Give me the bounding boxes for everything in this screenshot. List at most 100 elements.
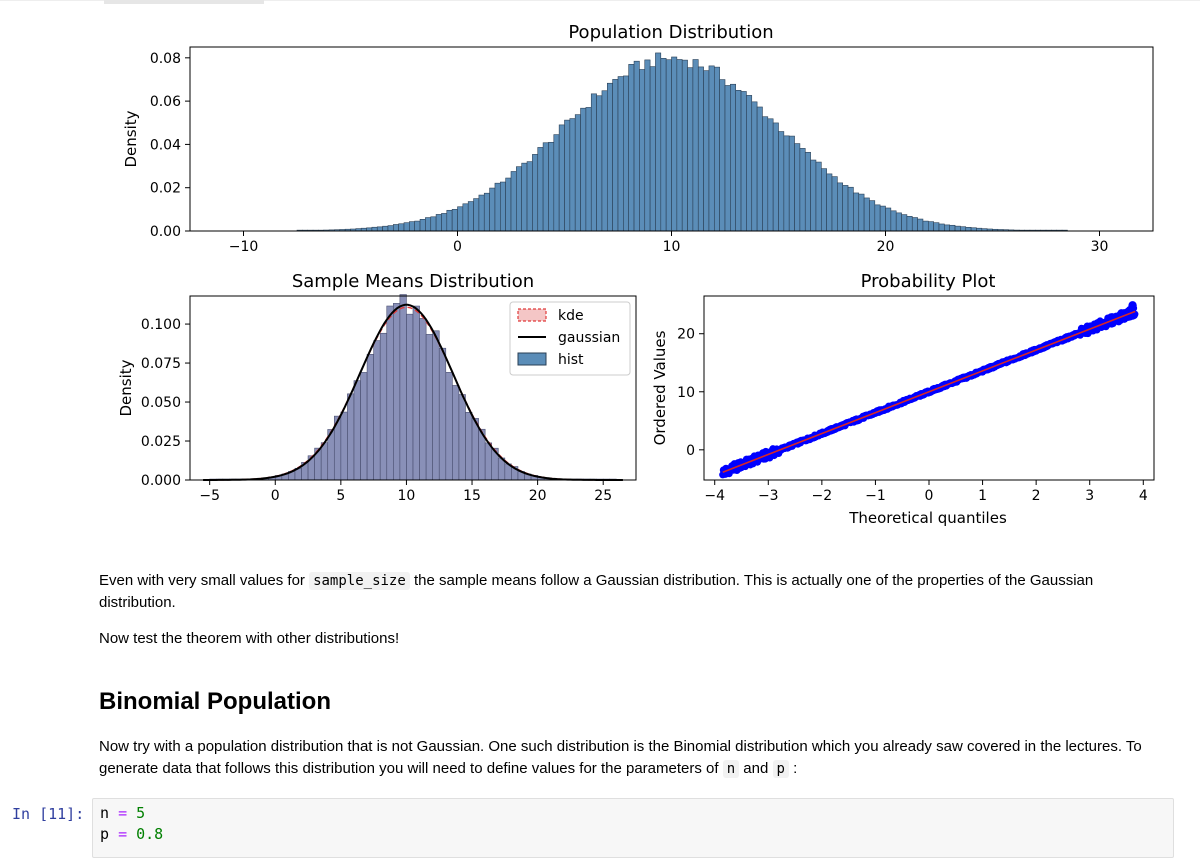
- histogram-bar: [347, 393, 355, 481]
- legend-hist-label: hist: [558, 352, 584, 368]
- histogram-bar: [847, 186, 854, 232]
- histogram-bar: [590, 93, 597, 232]
- histogram-bar: [425, 217, 432, 232]
- y-tick-label: 0.075: [141, 356, 181, 372]
- markdown-paragraph-3: Now try with a population distribution t…: [99, 736, 1159, 780]
- x-tick-label: 20: [877, 239, 895, 255]
- histogram-bar: [885, 207, 892, 232]
- probability-ylabel: Ordered Values: [651, 330, 669, 445]
- histogram-bar: [353, 380, 361, 481]
- histogram-bar: [580, 107, 587, 232]
- x-tick-label: −3: [758, 488, 779, 504]
- probability-points: [719, 301, 1139, 479]
- probability-xlabel: Theoretical quantiles: [848, 509, 1007, 527]
- probability-xticks: −4 −3 −2 −1 0 1 2 3 4: [704, 480, 1148, 504]
- para3-text-mid: and: [739, 760, 773, 777]
- cell-prompt: In [11]:: [12, 805, 85, 823]
- probability-plot: Probability Plot Theoretical quantiles O…: [651, 271, 1155, 527]
- histogram-bar: [869, 200, 876, 232]
- histogram-bar: [965, 226, 972, 232]
- histogram-bar: [890, 210, 897, 232]
- code-op: =: [118, 804, 128, 822]
- para1-text-b: the sample means follow a Gaussian distr…: [99, 572, 1094, 611]
- sample-means-title: Sample Means Distribution: [292, 271, 534, 292]
- histogram-bar: [644, 59, 651, 232]
- x-tick-label: 30: [1091, 239, 1109, 255]
- markdown-paragraph-1: Even with very small values for sample_s…: [99, 570, 1159, 614]
- histogram-bar: [687, 67, 694, 232]
- code-var-n: n: [100, 804, 110, 822]
- histogram-bar: [532, 154, 539, 232]
- heading-binomial-population: Binomial Population: [99, 688, 331, 715]
- histogram-bar: [403, 222, 410, 232]
- sample-means-histogram: [209, 294, 617, 481]
- population-ylabel: Density: [122, 110, 140, 167]
- y-tick-label: 0.000: [141, 473, 181, 489]
- histogram-bar: [432, 330, 440, 481]
- histogram-bar: [639, 69, 646, 232]
- histogram-bar: [457, 206, 464, 232]
- histogram-bar: [660, 58, 667, 232]
- x-tick-label: 4: [1139, 488, 1148, 504]
- code-line-2: p = 0.8: [100, 824, 1173, 845]
- histogram-bar: [376, 226, 383, 232]
- para3-text-end: :: [788, 760, 798, 777]
- histogram-bar: [489, 187, 496, 232]
- histogram-bar: [772, 122, 779, 232]
- histogram-bar: [553, 134, 560, 232]
- histogram-bar: [649, 66, 656, 232]
- histogram-bar: [366, 354, 374, 481]
- histogram-bar: [425, 334, 433, 481]
- output-figure: Population Distribution Density −10 0 10 20…: [117, 22, 1155, 527]
- histogram-bar: [483, 192, 490, 232]
- x-tick-label: 2: [1032, 488, 1041, 504]
- code-var-p: p: [100, 825, 110, 843]
- x-tick-label: 0: [453, 239, 462, 255]
- histogram-bar: [960, 226, 967, 232]
- histogram-bar: [949, 224, 956, 232]
- histogram-bar: [842, 185, 849, 232]
- histogram-bar: [879, 205, 886, 232]
- histogram-bar: [671, 56, 678, 232]
- histogram-bar: [569, 118, 576, 232]
- x-tick-label: 0: [925, 488, 934, 504]
- histogram-bar: [606, 82, 613, 232]
- histogram-bar: [435, 214, 442, 232]
- histogram-bar: [901, 214, 908, 232]
- inline-code-sample-size: sample_size: [309, 572, 410, 590]
- histogram-bar: [799, 148, 806, 232]
- code-cell-editor[interactable]: n = 5 p = 0.8: [92, 798, 1174, 858]
- x-tick-label: 5: [336, 488, 345, 504]
- histogram-bar: [858, 193, 865, 232]
- histogram-bar: [478, 194, 485, 232]
- legend-gaussian-label: gaussian: [558, 330, 620, 346]
- histogram-bar: [438, 347, 447, 481]
- histogram-bar: [467, 201, 474, 232]
- histogram-bar: [831, 176, 838, 232]
- x-tick-label: −1: [865, 488, 886, 504]
- histogram-bar: [499, 181, 506, 232]
- histogram-bar: [360, 372, 368, 481]
- histogram-bar: [471, 418, 479, 481]
- histogram-bar: [804, 151, 811, 232]
- histogram-bar: [778, 131, 785, 232]
- histogram-bar: [617, 76, 624, 232]
- histogram-bar: [510, 171, 517, 232]
- para3-text-a: Now try with a population distribution t…: [99, 738, 1142, 777]
- histogram-bar: [596, 95, 603, 232]
- histogram-bar: [494, 182, 501, 232]
- probability-yticks: 0 10 20: [677, 327, 704, 459]
- legend-hist-swatch: [517, 352, 547, 366]
- histogram-bar: [516, 166, 522, 232]
- histogram-bar: [409, 221, 416, 232]
- x-tick-label: 10: [663, 239, 681, 255]
- fit-line: [722, 310, 1136, 473]
- y-tick-label: 10: [677, 385, 695, 401]
- histogram-bar: [623, 75, 629, 232]
- sample-means-plot: Sample Means Distribution Density −5 0 5 10…: [117, 271, 637, 504]
- y-tick-label: 0.100: [141, 317, 181, 333]
- histogram-bar: [703, 70, 710, 232]
- gaussian-curve: [203, 303, 623, 481]
- histogram-bar: [724, 85, 731, 232]
- top-border: [0, 0, 1200, 1]
